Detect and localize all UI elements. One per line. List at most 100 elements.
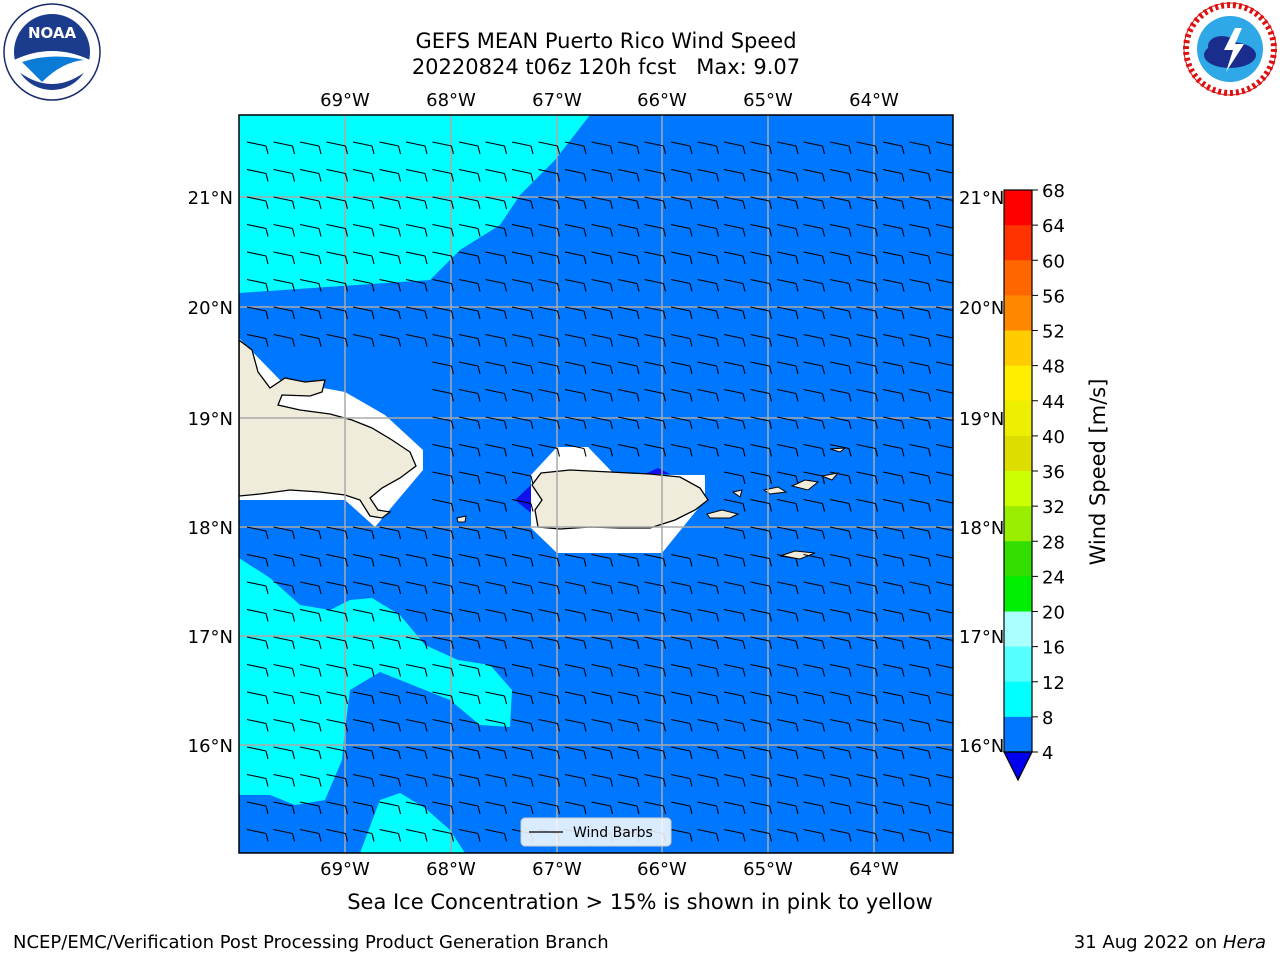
wind-barb — [776, 196, 799, 210]
wind-barb — [485, 251, 508, 265]
wind-barb — [882, 471, 905, 485]
colorbar-tick-label: 56 — [1042, 286, 1065, 307]
wind-barb — [670, 251, 693, 265]
wind-barb — [485, 636, 508, 650]
wind-barb — [803, 306, 826, 320]
wind-barb — [591, 306, 614, 320]
wind-barb — [909, 608, 932, 622]
wind-barb — [882, 498, 905, 512]
wind-barb — [485, 498, 508, 512]
wind-barb — [246, 691, 269, 705]
wind-barb — [485, 526, 508, 540]
wind-barb — [882, 526, 905, 540]
colorbar-bin — [1004, 541, 1032, 577]
wind-barb — [723, 278, 746, 292]
wind-barb — [511, 388, 534, 402]
wind-barb — [379, 773, 402, 787]
wind-barb — [326, 168, 349, 182]
wind-barb — [856, 691, 879, 705]
colorbar: 68 64 60 56 52 48 44 40 36 32 28 24 20 16 12 8 4 — [1003, 181, 1065, 782]
wind-barb — [803, 361, 826, 375]
wind-barb — [644, 773, 667, 787]
wind-barb — [379, 278, 402, 292]
wind-barb — [564, 306, 587, 320]
wind-barb — [697, 691, 720, 705]
wind-barb — [829, 223, 852, 237]
wind-barb — [670, 828, 693, 842]
wind-barb — [670, 443, 693, 457]
wind-barb — [246, 718, 269, 732]
wind-barb — [564, 663, 587, 677]
wind-barb — [458, 361, 481, 375]
wind-barb — [723, 608, 746, 622]
wind-barb — [564, 773, 587, 787]
wind-barb — [803, 746, 826, 760]
wind-barb — [299, 251, 322, 265]
wind-barb — [299, 636, 322, 650]
lat-label-right: 18°N — [959, 518, 1004, 539]
wind-barb — [617, 251, 640, 265]
wind-barb — [803, 608, 826, 622]
wind-barb — [538, 251, 561, 265]
lon-label-top: 68°W — [426, 90, 476, 111]
wind-barb — [723, 471, 746, 485]
wind-barb — [564, 168, 587, 182]
wind-barb — [405, 553, 428, 567]
wind-barb — [299, 773, 322, 787]
wind-barb — [538, 278, 561, 292]
wind-barb — [644, 443, 667, 457]
wind-barb — [750, 663, 773, 677]
wind-barb — [670, 718, 693, 732]
wind-barb — [935, 388, 953, 394]
wind-barb — [829, 498, 852, 512]
wind-barb — [379, 691, 402, 705]
wind-barb — [591, 773, 614, 787]
wind-barb — [750, 471, 773, 485]
wind-barb — [485, 443, 508, 457]
wind-barb — [935, 801, 953, 807]
wind-barb — [591, 443, 614, 457]
wind-barb — [803, 581, 826, 595]
wind-barb — [617, 196, 640, 210]
wind-barb — [432, 333, 455, 347]
wind-barb — [326, 141, 349, 155]
wind-barb — [617, 773, 640, 787]
wind-barb — [538, 746, 561, 760]
wind-barb — [829, 168, 852, 182]
wind-barb — [776, 718, 799, 732]
wind-barb — [697, 828, 720, 842]
wind-barb — [909, 416, 932, 430]
wind-barb — [352, 553, 375, 567]
wind-barb — [750, 608, 773, 622]
wind-barb — [829, 443, 852, 457]
wind-barb — [776, 223, 799, 237]
wind-barb — [776, 828, 799, 842]
wind-barb — [485, 608, 508, 622]
wind-barb — [882, 718, 905, 732]
wind-barb — [432, 306, 455, 320]
wind-barb — [352, 278, 375, 292]
wind-barb — [538, 388, 561, 402]
wind-barb — [326, 581, 349, 595]
wind-barb — [750, 801, 773, 815]
wind-barb — [511, 306, 534, 320]
lon-label-top: 65°W — [743, 90, 793, 111]
wind-barb — [935, 416, 953, 422]
wind-barb — [829, 333, 852, 347]
wind-barb — [776, 526, 799, 540]
wind-barb — [644, 196, 667, 210]
wind-barb — [405, 581, 428, 595]
wind-barb — [829, 278, 852, 292]
wind-barb — [299, 801, 322, 815]
wind-barb — [299, 553, 322, 567]
wind-barb — [856, 168, 879, 182]
wind-barb — [644, 581, 667, 595]
wind-barb — [485, 663, 508, 677]
wind-barb — [591, 251, 614, 265]
wind-barb — [591, 801, 614, 815]
wind-barb — [458, 801, 481, 815]
wind-barb — [750, 691, 773, 705]
wind-barb — [591, 333, 614, 347]
wind-barb — [750, 498, 773, 512]
